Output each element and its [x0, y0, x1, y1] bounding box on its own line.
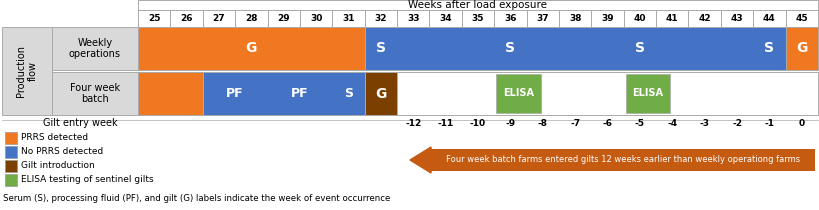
Bar — [52, 72, 138, 115]
Text: S: S — [763, 42, 773, 55]
Text: ELISA testing of sentinel gilts: ELISA testing of sentinel gilts — [21, 176, 153, 185]
Text: 0: 0 — [798, 118, 804, 127]
Bar — [753, 10, 785, 27]
Bar — [623, 10, 655, 27]
Text: -8: -8 — [537, 118, 547, 127]
Bar — [655, 10, 688, 27]
Bar — [559, 10, 590, 27]
Text: G: G — [795, 42, 807, 55]
Bar — [785, 27, 817, 70]
Text: -1: -1 — [763, 118, 773, 127]
Text: Production
flow: Production flow — [16, 45, 38, 97]
Bar — [429, 10, 461, 27]
Text: -5: -5 — [634, 118, 644, 127]
Text: S: S — [634, 42, 644, 55]
Text: 35: 35 — [471, 14, 484, 23]
Text: -6: -6 — [602, 118, 612, 127]
Text: -11: -11 — [437, 118, 453, 127]
Bar — [526, 10, 559, 27]
Bar — [785, 10, 817, 27]
Bar — [495, 74, 540, 113]
Text: ELISA: ELISA — [631, 88, 663, 98]
Text: 25: 25 — [147, 14, 161, 23]
Text: 29: 29 — [277, 14, 290, 23]
Text: -4: -4 — [667, 118, 676, 127]
Text: Four week
batch: Four week batch — [70, 83, 120, 104]
Text: 30: 30 — [310, 14, 322, 23]
Text: 42: 42 — [698, 14, 710, 23]
Bar — [138, 27, 364, 70]
Text: PF: PF — [291, 87, 308, 100]
Bar — [202, 10, 235, 27]
Bar — [235, 10, 267, 27]
Bar — [431, 149, 814, 171]
Text: PRRS detected: PRRS detected — [21, 134, 88, 143]
Bar — [494, 10, 526, 27]
Bar — [300, 10, 332, 27]
Bar — [5, 160, 17, 172]
Text: PF: PF — [226, 87, 244, 100]
Bar — [720, 10, 753, 27]
Text: 43: 43 — [730, 14, 743, 23]
Text: 39: 39 — [600, 14, 613, 23]
Text: Weeks after load exposure: Weeks after load exposure — [408, 0, 547, 10]
Bar — [625, 74, 669, 113]
Text: -10: -10 — [469, 118, 486, 127]
Bar — [5, 132, 17, 144]
Text: 41: 41 — [665, 14, 678, 23]
Text: 36: 36 — [504, 14, 516, 23]
Text: -2: -2 — [731, 118, 741, 127]
Bar — [52, 27, 138, 70]
Text: Four week batch farms entered gilts 12 weeks earlier than weekly operationg farm: Four week batch farms entered gilts 12 w… — [446, 155, 799, 164]
Text: -12: -12 — [405, 118, 421, 127]
Text: 31: 31 — [342, 14, 355, 23]
Bar — [138, 72, 202, 115]
Polygon shape — [410, 147, 431, 173]
Text: S: S — [375, 42, 386, 55]
Bar — [138, 10, 817, 27]
Bar — [364, 27, 785, 70]
Bar — [396, 10, 429, 27]
Bar — [332, 10, 364, 27]
Text: ELISA: ELISA — [502, 88, 533, 98]
Bar — [202, 72, 364, 115]
Bar — [2, 27, 52, 115]
Text: 40: 40 — [633, 14, 645, 23]
Text: G: G — [375, 87, 386, 101]
Text: -7: -7 — [569, 118, 580, 127]
Bar — [364, 10, 396, 27]
Text: S: S — [505, 42, 515, 55]
Bar — [5, 146, 17, 158]
Text: 34: 34 — [439, 14, 451, 23]
Text: 26: 26 — [180, 14, 192, 23]
Bar — [364, 72, 396, 115]
Text: Weekly
operations: Weekly operations — [69, 38, 121, 59]
Bar — [396, 72, 817, 115]
Text: -9: -9 — [505, 118, 515, 127]
Bar — [461, 10, 494, 27]
Text: 32: 32 — [374, 14, 387, 23]
Text: 45: 45 — [794, 14, 808, 23]
Text: 33: 33 — [406, 14, 419, 23]
Text: 38: 38 — [568, 14, 581, 23]
Bar — [5, 174, 17, 186]
Bar — [688, 10, 720, 27]
Text: 44: 44 — [762, 14, 775, 23]
Text: G: G — [246, 42, 256, 55]
Text: 27: 27 — [212, 14, 225, 23]
Bar — [267, 10, 300, 27]
Text: -3: -3 — [699, 118, 708, 127]
Text: Serum (S), processing fluid (PF), and gilt (G) labels indicate the week of event: Serum (S), processing fluid (PF), and gi… — [3, 194, 390, 203]
Text: 37: 37 — [536, 14, 549, 23]
Text: 28: 28 — [245, 14, 257, 23]
Bar — [138, 10, 170, 27]
Text: Gilt entry week: Gilt entry week — [43, 118, 117, 128]
Text: S: S — [343, 87, 352, 100]
Text: Gilt introduction: Gilt introduction — [21, 161, 95, 171]
Bar — [138, 0, 817, 10]
Text: No PRRS detected: No PRRS detected — [21, 147, 103, 156]
Bar — [170, 10, 202, 27]
Bar — [590, 10, 623, 27]
